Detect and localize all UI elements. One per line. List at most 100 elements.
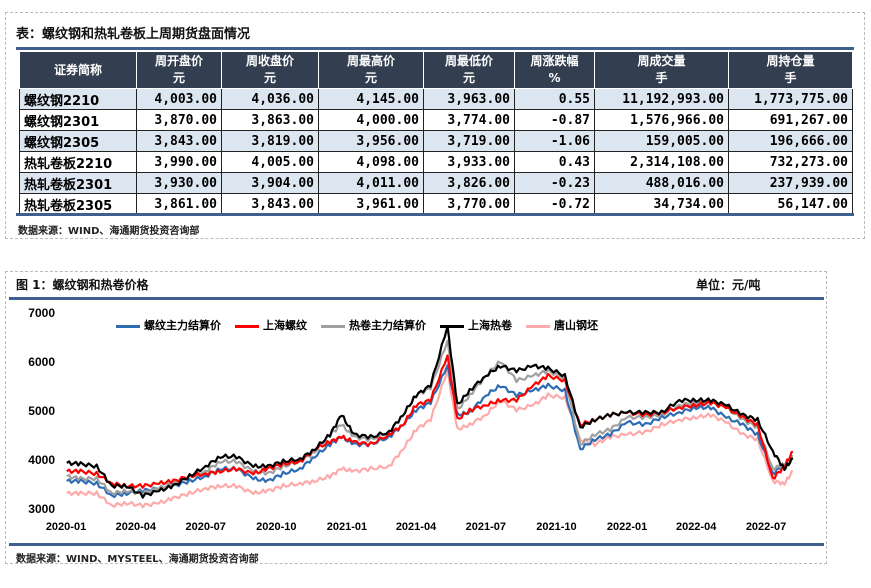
value-cell: 691,267.00 <box>728 109 853 131</box>
value-cell: 56,147.00 <box>728 193 853 215</box>
value-cell: 0.55 <box>514 88 595 110</box>
x-tick-label: 2020-01 <box>46 521 86 533</box>
chart-legend: 螺纹主力结算价 上海螺纹 热卷主力结算价 上海热卷 唐山钢坯 <box>116 317 598 333</box>
value-cell: 159,005.00 <box>594 130 729 152</box>
legend-swatch <box>235 324 259 328</box>
value-cell: 732,273.00 <box>728 151 853 173</box>
legend-label: 上海螺纹 <box>263 319 307 332</box>
table-row: 螺纹钢2301 3,870.00 3,863.00 4,000.00 3,774.00-… <box>19 109 853 131</box>
table-row: 螺纹钢2210 4,003.00 4,036.00 4,145.00 3,963.00 0… <box>19 88 853 110</box>
value-cell: 2,314,108.00 <box>594 151 729 173</box>
legend-item: 上海热卷 <box>440 317 512 333</box>
series-line-螺纹主力结算价 <box>66 364 794 499</box>
series-line-唐山钢坯 <box>66 369 793 509</box>
column-header: 周开盘价元 <box>136 51 222 89</box>
contract-name-cell: 热轧卷板2301 <box>19 172 137 194</box>
chart-title: 图 1：螺纹钢和热卷价格 <box>16 278 149 292</box>
value-cell: 237,939.00 <box>728 172 853 194</box>
value-cell: 3,843.00 <box>136 130 222 152</box>
column-header-unit: 元 <box>462 71 475 85</box>
x-tick-label: 2022-01 <box>607 521 647 533</box>
value-cell: 3,904.00 <box>221 172 319 194</box>
contract-name-cell: 螺纹钢2301 <box>19 109 137 131</box>
column-header-unit: 手 <box>655 71 668 85</box>
y-tick-label: 5000 <box>28 404 55 418</box>
column-header-unit: 手 <box>784 71 797 85</box>
column-header: 周最低价元 <box>423 51 515 89</box>
value-cell: 3,930.00 <box>136 172 222 194</box>
column-header-unit: 元 <box>364 71 377 85</box>
column-header-unit: 元 <box>263 71 276 85</box>
value-cell: -0.23 <box>514 172 595 194</box>
value-cell: 3,961.00 <box>318 193 424 215</box>
column-header-label: 周最高价 <box>346 54 395 68</box>
column-header-label: 周持仓量 <box>766 54 815 68</box>
contract-name-cell: 热轧卷板2305 <box>19 193 137 215</box>
y-tick-label: 4000 <box>28 453 55 467</box>
value-cell: 3,770.00 <box>423 193 515 215</box>
contract-name-cell: 热轧卷板2210 <box>19 151 137 173</box>
value-cell: 4,011.00 <box>318 172 424 194</box>
x-tick-label: 2020-04 <box>116 521 157 533</box>
x-tick-label: 2021-07 <box>466 521 506 533</box>
legend-swatch <box>440 324 464 328</box>
column-header-unit: % <box>548 71 561 85</box>
table-row: 热轧卷板2210 3,990.00 4,005.00 4,098.00 3,933.00… <box>19 151 853 173</box>
value-cell: 3,963.00 <box>423 88 515 110</box>
value-cell: 3,861.00 <box>136 193 222 215</box>
column-header: 周涨跌幅% <box>514 51 595 89</box>
table-row: 热轧卷板2305 3,861.00 3,843.00 3,961.00 3,770.00… <box>19 193 853 215</box>
y-tick-label: 7000 <box>28 306 55 320</box>
column-header: 周成交量手 <box>594 51 729 89</box>
legend-swatch <box>526 324 550 328</box>
x-tick-label: 2021-10 <box>536 521 576 533</box>
value-cell: 0.43 <box>514 151 595 173</box>
value-cell: 4,003.00 <box>136 88 222 110</box>
value-cell: 3,819.00 <box>221 130 319 152</box>
x-tick-label: 2022-04 <box>676 521 717 533</box>
value-cell: 196,666.00 <box>728 130 853 152</box>
x-tick-label: 2021-01 <box>327 521 367 533</box>
table-panel: 表：螺纹钢和热轧卷板上周期货盘面情况 证券简称 周开盘价元周收盘价元周最高价元周最… <box>5 12 865 239</box>
value-cell: 11,192,993.00 <box>594 88 729 110</box>
legend-label: 唐山钢坯 <box>554 319 598 332</box>
legend-item: 螺纹主力结算价 <box>116 317 221 333</box>
legend-label: 热卷主力结算价 <box>349 319 426 332</box>
x-tick-label: 2020-07 <box>186 521 226 533</box>
column-header: 证券简称 <box>19 51 137 89</box>
value-cell: 3,956.00 <box>318 130 424 152</box>
chart-title-divider <box>9 297 824 300</box>
title-divider <box>16 47 854 50</box>
table-row: 热轧卷板2301 3,930.00 3,904.00 4,011.00 3,826.00… <box>19 172 853 194</box>
column-header-label: 周成交量 <box>637 54 686 68</box>
chart-unit: 单位：元/吨 <box>696 278 761 292</box>
value-cell: 4,005.00 <box>221 151 319 173</box>
legend-label: 螺纹主力结算价 <box>144 319 221 332</box>
column-header: 周持仓量手 <box>728 51 853 89</box>
value-cell: -1.06 <box>514 130 595 152</box>
legend-item: 唐山钢坯 <box>526 317 598 333</box>
table-source: 数据来源：WIND、海通期货投资咨询部 <box>18 226 200 237</box>
y-tick-label: 3000 <box>28 502 55 516</box>
legend-label: 上海热卷 <box>468 319 512 332</box>
value-cell: 488,016.00 <box>594 172 729 194</box>
series-line-上海热卷 <box>66 324 794 499</box>
value-cell: 1,773,775.00 <box>728 88 853 110</box>
value-cell: -0.87 <box>514 109 595 131</box>
column-header-label: 周收盘价 <box>245 54 294 68</box>
table-header-row: 证券简称 周开盘价元周收盘价元周最高价元周最低价元周涨跌幅% 周成交量手周持仓量手 <box>19 51 853 89</box>
legend-item: 上海螺纹 <box>235 317 307 333</box>
value-cell: 34,734.00 <box>594 193 729 215</box>
value-cell: 3,863.00 <box>221 109 319 131</box>
value-cell: -0.72 <box>514 193 595 215</box>
footer-divider <box>16 213 854 216</box>
legend-swatch <box>321 324 345 328</box>
x-tick-label: 2021-04 <box>396 521 437 533</box>
chart-source: 数据来源：WIND、MYSTEEL、海通期货投资咨询部 <box>16 554 259 565</box>
contract-name-cell: 螺纹钢2305 <box>19 130 137 152</box>
value-cell: 3,990.00 <box>136 151 222 173</box>
legend-swatch <box>116 324 140 328</box>
x-tick-label: 2020-10 <box>256 521 296 533</box>
column-header-label: 周涨跌幅 <box>530 54 579 68</box>
value-cell: 3,870.00 <box>136 109 222 131</box>
